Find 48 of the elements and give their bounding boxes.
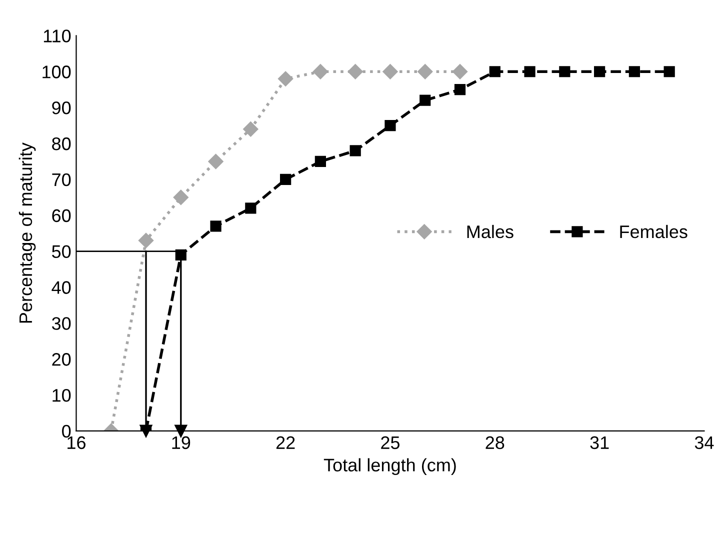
point: [489, 66, 500, 78]
y-tick-label: 0: [62, 424, 71, 438]
x-tick-label: 25: [381, 436, 400, 450]
point: [350, 145, 361, 156]
y-axis-title: Percentage of maturity: [18, 142, 36, 323]
point: [664, 66, 675, 78]
point: [245, 202, 256, 214]
x-tick-label: 28: [486, 436, 504, 450]
point: [524, 66, 536, 78]
point: [280, 174, 292, 185]
point: [312, 64, 328, 80]
y-tick-label: 30: [52, 317, 71, 330]
x-tick-label: 31: [590, 436, 609, 450]
y-tick-label: 110: [44, 30, 71, 42]
point: [314, 156, 326, 168]
legend-label: Females: [620, 224, 688, 238]
point: [348, 64, 363, 80]
y-tick-label: 40: [52, 281, 71, 294]
point: [208, 154, 224, 170]
point: [138, 232, 154, 248]
y-tick-label: 60: [52, 209, 71, 222]
x-tick-label: 34: [694, 436, 714, 450]
point: [418, 64, 433, 80]
point: [594, 66, 606, 78]
point: [628, 66, 640, 78]
y-tick-label: 10: [52, 388, 71, 402]
x-tick-label: 19: [172, 436, 190, 450]
y-tick-label: 100: [42, 66, 71, 78]
x-axis-title: Total length (cm): [324, 458, 456, 476]
y-tick-label: 80: [52, 137, 71, 150]
point: [454, 84, 466, 96]
point: [243, 122, 258, 137]
point: [278, 71, 294, 86]
point: [173, 190, 188, 205]
point: [452, 64, 468, 80]
y-tick-label: 20: [52, 353, 71, 366]
point: [382, 64, 398, 80]
y-tick-label: 70: [52, 173, 71, 186]
point: [210, 220, 222, 232]
x-tick-label: 22: [276, 436, 295, 449]
point: [384, 120, 396, 132]
y-tick-label: 50: [52, 245, 71, 258]
y-tick-label: 90: [52, 101, 71, 114]
point: [420, 94, 431, 106]
x-tick-label: 16: [68, 436, 86, 450]
point: [140, 424, 152, 438]
point: [559, 66, 570, 78]
legend-label: Males: [467, 224, 514, 238]
